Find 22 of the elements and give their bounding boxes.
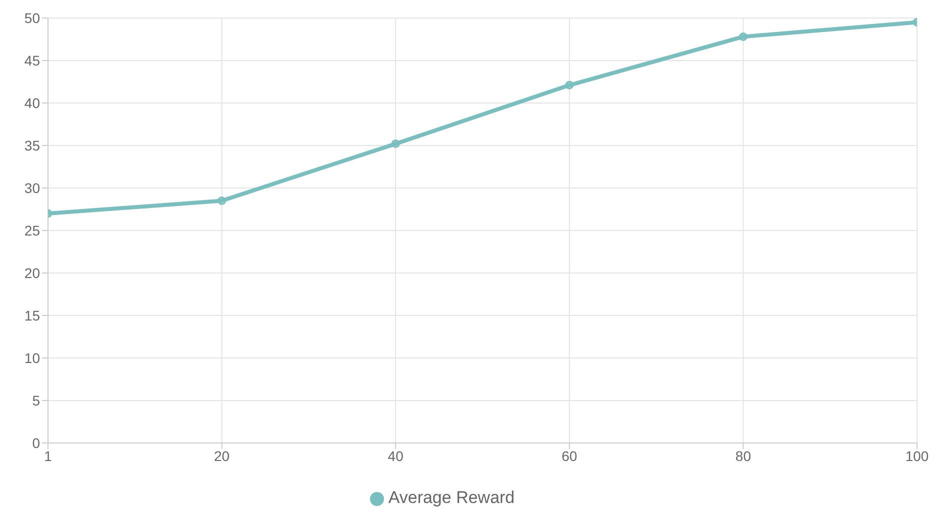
x-tick-label: 80: [735, 448, 752, 464]
x-tick-label: 60: [562, 448, 578, 464]
point: [738, 32, 748, 41]
y-tick-label: 30: [24, 180, 40, 196]
point: [565, 80, 574, 90]
x-tick-label: 20: [214, 448, 230, 464]
y-tick-label: 40: [24, 94, 40, 111]
legend-label: Average Reward: [388, 488, 515, 507]
x-tick-label: 40: [388, 448, 404, 464]
x-tick-label: 100: [905, 448, 929, 464]
y-tick-label: 45: [24, 52, 40, 68]
y-tick-label: 50: [24, 10, 40, 26]
y-tick-label: 5: [32, 392, 40, 408]
x-tick-label: 1: [44, 448, 52, 464]
point: [218, 196, 226, 205]
y-tick-label: 35: [24, 137, 40, 154]
y-tick-label: 0: [32, 434, 40, 451]
point: [391, 140, 400, 148]
y-tick-label: 25: [24, 222, 40, 238]
y-tick-label: 20: [24, 264, 40, 281]
y-tick-label: 10: [24, 350, 40, 366]
y-tick-label: 15: [24, 307, 40, 324]
